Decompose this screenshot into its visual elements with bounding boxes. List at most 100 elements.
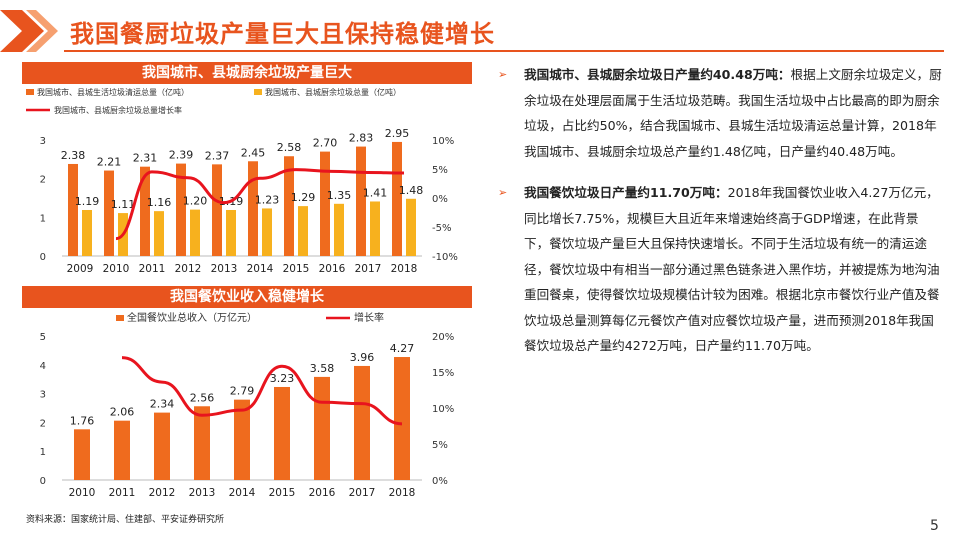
bar-data-label: 1.20 (183, 195, 208, 208)
bar (176, 163, 186, 256)
bar (74, 429, 90, 480)
y-right-tick: 20% (432, 332, 454, 343)
bar-data-label: 1.19 (75, 195, 100, 208)
y-right-tick: 10% (432, 404, 454, 415)
bar-data-label: 2.83 (349, 132, 374, 145)
bar-data-label: 2.45 (241, 146, 266, 159)
x-tick-label: 2018 (391, 263, 418, 275)
bar-data-label: 2.56 (190, 391, 215, 404)
bar-data-label: 2.95 (385, 127, 410, 140)
bar-data-label: 2.38 (61, 149, 86, 162)
y-right-tick: 5% (432, 165, 448, 176)
bar (314, 376, 330, 480)
y-right-tick: -5% (432, 223, 451, 234)
x-tick-label: 2016 (309, 487, 336, 499)
y-left-tick: 1 (40, 213, 46, 224)
y-right-tick: -10% (432, 252, 458, 263)
growth-rate-line (121, 356, 403, 426)
chart2-title: 我国餐饮业收入稳健增长 (22, 286, 472, 308)
bullet-content: 2018年我国餐饮业收入4.27万亿元，同比增长7.75%，规模巨大且近年来增速… (524, 185, 940, 353)
bar (104, 170, 114, 256)
bar-data-label: 2.21 (97, 156, 122, 169)
bar-data-label: 1.41 (363, 186, 388, 199)
y-left-tick: 3 (40, 136, 46, 147)
bar (140, 166, 150, 256)
bar (298, 206, 308, 256)
bar (320, 151, 330, 256)
bullet-item: ➢ 我国城市、县城厨余垃圾日产量约40.48万吨：根据上文厨余垃圾定义，厨余垃圾… (498, 62, 943, 164)
bar (394, 357, 410, 480)
bar (212, 164, 222, 256)
bar (354, 365, 370, 480)
bar (370, 201, 380, 256)
legend-swatch (116, 315, 124, 321)
x-tick-label: 2014 (247, 263, 274, 275)
bar-data-label: 2.37 (205, 149, 230, 162)
bar (392, 141, 402, 256)
bar (406, 198, 416, 256)
source-note: 资料来源：国家统计局、住建部、平安证券研究所 (26, 515, 225, 525)
bar-data-label: 1.29 (291, 191, 316, 204)
bullet-list: ➢ 我国城市、县城厨余垃圾日产量约40.48万吨：根据上文厨余垃圾定义，厨余垃圾… (498, 62, 943, 375)
x-tick-label: 2017 (349, 487, 376, 499)
bullet-text: 我国城市、县城厨余垃圾日产量约40.48万吨：根据上文厨余垃圾定义，厨余垃圾在处… (524, 62, 943, 164)
bar (68, 163, 78, 256)
bar (284, 156, 294, 256)
x-tick-label: 2015 (283, 263, 310, 275)
bar-data-label: 1.16 (147, 196, 172, 209)
bar-data-label: 2.34 (150, 398, 175, 411)
bar (334, 203, 344, 256)
bar-data-label: 1.35 (327, 189, 352, 202)
bar-data-label: 4.27 (390, 342, 415, 355)
legend-label: 我国城市、县城厨余垃圾总量增长率 (54, 105, 182, 115)
bullet-heading: 我国餐饮垃圾日产量约11.70万吨： (524, 185, 728, 200)
x-tick-label: 2015 (269, 487, 296, 499)
x-tick-label: 2013 (211, 263, 238, 275)
y-right-tick: 0% (432, 194, 448, 205)
bar-data-label: 2.70 (313, 137, 338, 150)
chevron-right-icon (0, 10, 58, 52)
bar-data-label: 2.31 (133, 152, 158, 165)
bar-data-label: 1.23 (255, 193, 280, 206)
bar-data-label: 3.58 (310, 362, 335, 375)
x-tick-label: 2018 (389, 487, 416, 499)
y-right-tick: 0% (432, 476, 448, 487)
bar-data-label: 2.58 (277, 141, 302, 154)
bar-data-label: 2.06 (110, 406, 135, 419)
x-tick-label: 2017 (355, 263, 382, 275)
x-tick-label: 2013 (189, 487, 216, 499)
legend-label: 我国城市、县城生活垃圾清运总量（亿吨） (37, 87, 189, 97)
bar (234, 399, 250, 480)
bar (194, 406, 210, 480)
legend-label: 我国城市、县城厨余垃圾总量（亿吨） (265, 87, 401, 97)
bar (154, 211, 164, 256)
slide-title: 我国餐厨垃圾产量巨大且保持稳健增长 (70, 19, 495, 48)
y-left-tick: 3 (40, 390, 46, 401)
bar (114, 420, 130, 480)
bar (154, 412, 170, 480)
y-left-tick: 2 (40, 418, 46, 429)
bar (82, 209, 92, 256)
y-left-tick: 5 (40, 332, 46, 343)
bar (226, 209, 236, 256)
bar (190, 209, 200, 256)
x-tick-label: 2011 (109, 487, 136, 499)
bar-data-label: 1.11 (111, 198, 136, 211)
x-tick-label: 2012 (175, 263, 202, 275)
bar (274, 386, 290, 480)
legend-swatch (254, 89, 262, 95)
x-tick-label: 2010 (103, 263, 130, 275)
x-tick-label: 2016 (319, 263, 346, 275)
title-bar: 我国餐厨垃圾产量巨大且保持稳健增长 (0, 0, 960, 62)
bullet-item: ➢ 我国餐饮垃圾日产量约11.70万吨：2018年我国餐饮业收入4.27万亿元，… (498, 180, 943, 359)
bar-data-label: 2.79 (230, 385, 255, 398)
title-underline (64, 50, 944, 52)
y-left-tick: 0 (40, 252, 46, 263)
bullet-text: 我国餐饮垃圾日产量约11.70万吨：2018年我国餐饮业收入4.27万亿元，同比… (524, 180, 943, 359)
y-left-tick: 0 (40, 476, 46, 487)
chart-catering-revenue: 全国餐饮业总收入（万亿元） 增长率 0 1 2 3 4 5 0% 5% 10% 15% 20% 1.76 2… (40, 311, 455, 499)
x-tick-label: 2014 (229, 487, 256, 499)
growth-rate-line (115, 168, 405, 241)
legend-label: 增长率 (354, 311, 384, 324)
y-right-tick: 10% (432, 136, 454, 147)
